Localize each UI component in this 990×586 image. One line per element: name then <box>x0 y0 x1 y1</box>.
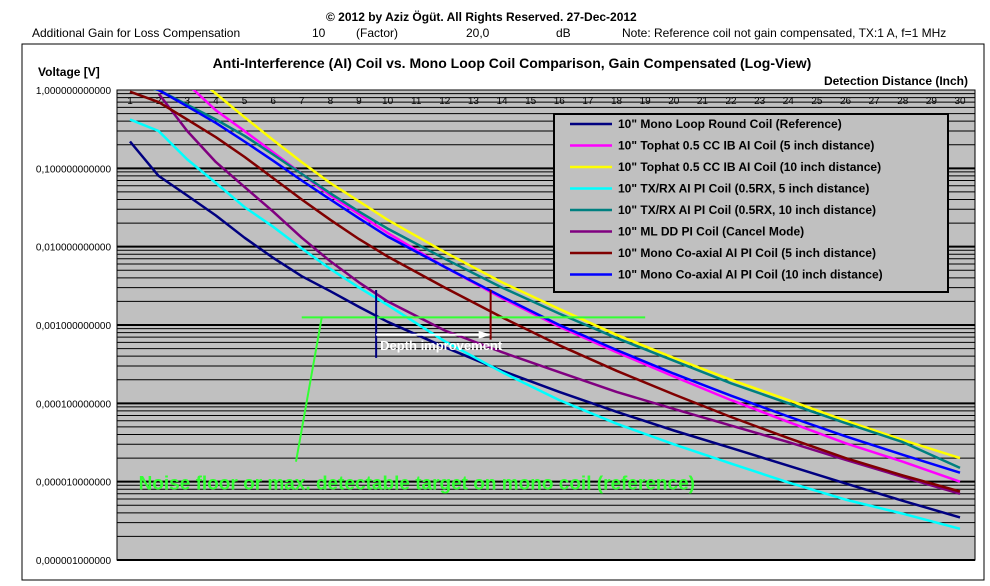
x-tick-label: 28 <box>897 96 909 107</box>
series-line-3 <box>209 90 961 460</box>
series-line-7 <box>129 90 961 493</box>
x-tick-label: 17 <box>582 96 594 107</box>
x-axis-label: Detection Distance (Inch) <box>824 74 968 88</box>
copyright-text: © 2012 by Aziz Ögüt. All Rights Reserved… <box>326 10 637 24</box>
x-tick-label: 18 <box>611 96 623 107</box>
legend-label-8: 10" Mono Co-axial AI PI Coil (10 inch di… <box>618 268 883 282</box>
annotations: Depth improvement Noise floor or max. de… <box>139 289 695 494</box>
depth-improvement-label: Depth improvement <box>380 338 503 353</box>
legend-label-2: 10" Tophat 0.5 CC IB AI Coil (5 inch dis… <box>618 139 874 153</box>
legend-label-4: 10" TX/RX AI PI Coil (0.5RX, 5 inch dist… <box>618 182 869 196</box>
x-ticks: 1 2 3 4 5 6 7 8 9 10 11 12 13 14 15 16 17 18 19 20 21 22 23 24 2… <box>127 96 966 107</box>
series-line-4 <box>129 118 961 531</box>
x-tick-label: 20 <box>668 96 680 107</box>
y-tick-label: 0,000010000000 <box>36 478 112 489</box>
series-line-8 <box>155 90 961 474</box>
x-tick-label: 25 <box>811 96 823 107</box>
legend-label-5: 10" TX/RX AI PI Coil (0.5RX, 10 inch dis… <box>618 203 876 217</box>
gain-db-value: 20,0 <box>466 26 490 40</box>
x-tick-label: 4 <box>213 96 219 107</box>
depth-improvement-arrowhead <box>478 330 491 339</box>
x-tick-label: 30 <box>954 96 966 107</box>
y-tick-label: 0,000001000000 <box>36 556 112 567</box>
noise-floor-label: Noise floor or max. detectable target on… <box>139 473 695 494</box>
x-tick-label: 9 <box>356 96 362 107</box>
x-tick-label: 22 <box>725 96 737 107</box>
x-tick-label: 13 <box>468 96 480 107</box>
x-tick-label: 24 <box>783 96 795 107</box>
y-tick-label: 0,100000000000 <box>36 164 112 175</box>
x-tick-label: 29 <box>926 96 938 107</box>
x-tick-label: 14 <box>497 96 509 107</box>
gain-db-unit: dB <box>556 26 571 40</box>
x-tick-label: 12 <box>439 96 451 107</box>
series-line-5 <box>152 90 961 470</box>
x-tick-label: 21 <box>697 96 709 107</box>
x-tick-label: 3 <box>184 96 190 107</box>
x-tick-label: 15 <box>525 96 537 107</box>
y-tick-label: 1,000000000000 <box>36 86 112 97</box>
x-tick-label: 1 <box>127 96 133 107</box>
noise-floor-pointer <box>295 317 323 462</box>
legend-box <box>553 113 949 293</box>
x-tick-label: 19 <box>640 96 652 107</box>
x-tick-label: 7 <box>299 96 305 107</box>
x-tick-label: 23 <box>754 96 766 107</box>
y-tick-label: 0,010000000000 <box>36 243 112 254</box>
gain-factor-unit: (Factor) <box>356 26 398 40</box>
gain-label: Additional Gain for Loss Compensation <box>32 26 241 40</box>
x-tick-label: 27 <box>869 96 881 107</box>
y-tick-label: 0,000100000000 <box>36 399 112 410</box>
chart-title: Anti-Interference (AI) Coil vs. Mono Loo… <box>213 55 812 71</box>
note-text: Note: Reference coil not gain compensate… <box>622 26 947 40</box>
x-tick-label: 26 <box>840 96 852 107</box>
y-tick-label: 0,001000000000 <box>36 321 112 332</box>
legend: 10" Mono Loop Round Coil (Reference) 10" … <box>553 113 949 293</box>
x-tick-label: 5 <box>242 96 248 107</box>
gain-factor-value: 10 <box>312 26 326 40</box>
legend-label-7: 10" Mono Co-axial AI PI Coil (5 inch dis… <box>618 246 876 260</box>
series-group <box>129 90 961 531</box>
x-tick-label: 8 <box>328 96 334 107</box>
legend-label-6: 10" ML DD PI Coil (Cancel Mode) <box>618 225 804 239</box>
series-line-6 <box>157 92 961 495</box>
y-ticks: 1,000000000000 0,100000000000 0,0100000000… <box>36 86 112 567</box>
legend-label-3: 10" Tophat 0.5 CC IB AI Coil (10 inch di… <box>618 160 881 174</box>
legend-label-1: 10" Mono Loop Round Coil (Reference) <box>618 117 842 131</box>
x-tick-label: 10 <box>382 96 394 107</box>
y-axis-label: Voltage [V] <box>38 65 100 79</box>
x-tick-label: 11 <box>411 96 422 107</box>
x-tick-label: 6 <box>270 96 276 107</box>
x-tick-label: 16 <box>554 96 566 107</box>
